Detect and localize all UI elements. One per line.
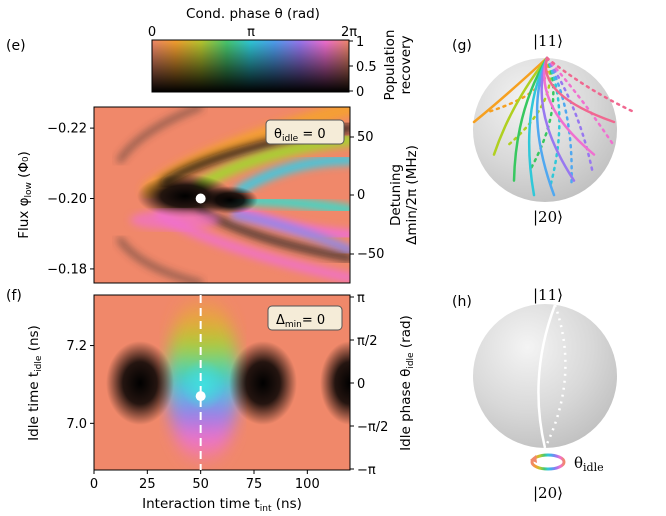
y-tick-label-e: −0.22 — [47, 122, 87, 137]
y-axis-f: 7.2 7.0 — [66, 339, 94, 432]
ket-bottom-g: |20⟩ — [533, 208, 563, 226]
right-tick-f: −π/2 — [357, 420, 388, 435]
annotation-e-main: θ — [274, 127, 282, 142]
trajectory-front — [492, 56, 549, 156]
panel-label-e: (e) — [6, 38, 26, 54]
heatmap-f: Δmin= 0 7.2 7.0 0 25 50 75 100 π π/2 0 −π/2 −… — [26, 291, 416, 514]
trajectory-back — [545, 56, 636, 114]
right-axis-label-f: Idle phase θidle (rad) — [398, 315, 416, 451]
right-tick-f: π/2 — [357, 334, 377, 349]
svg-text:θidle = 0: θidle = 0 — [274, 127, 326, 144]
x-tick-label-f: 25 — [139, 477, 156, 492]
right-axis-f: π π/2 0 −π/2 −π — [350, 291, 388, 478]
colorbar-x-tick: 2π — [341, 25, 357, 40]
right-axis-label-e: Δmin/2π (MHz) — [404, 145, 420, 245]
x-axis-f: 0 25 50 75 100 — [90, 470, 320, 492]
annotation-f-rest: = 0 — [302, 313, 325, 328]
y-axis-label-e: Flux φlow (Φ₀) — [16, 151, 34, 239]
colorbar-y-label: Population — [382, 30, 398, 101]
ket-top-h: |11⟩ — [533, 286, 563, 304]
right-tick-e: 50 — [357, 130, 374, 145]
x-tick-label-f: 0 — [90, 477, 98, 492]
right-tick-f: 0 — [357, 377, 365, 392]
trajectory-front — [512, 56, 549, 182]
colorbar-y-tick: 1 — [356, 35, 364, 50]
trajectory-front — [544, 56, 616, 124]
colorbar-y-label: recovery — [398, 35, 414, 94]
colorbar-y-tick: 0 — [356, 85, 364, 100]
annotation-f-sub: min — [285, 320, 302, 330]
colorbar-shade — [152, 40, 349, 92]
trajectory-back — [545, 56, 573, 187]
bloch-sphere-g: |11⟩ |20⟩ — [472, 32, 636, 226]
marker-point-e — [195, 193, 206, 204]
colorbar: Cond. phase θ (rad) 0 π 2π 1 0.5 0 Popul… — [148, 6, 414, 100]
trajectory-back — [545, 56, 594, 172]
right-axis-label-e: Detuning — [388, 164, 404, 226]
annotation-e-rest: = 0 — [298, 127, 325, 142]
right-axis-e: 50 0 −50 — [350, 130, 384, 262]
sphere-h — [473, 304, 617, 448]
x-tick-label-f: 50 — [192, 477, 209, 492]
right-tick-f: π — [357, 291, 365, 306]
x-axis-label-f: Interaction time tint (ns) — [142, 496, 302, 514]
y-tick-label-e: −0.18 — [47, 262, 87, 277]
x-tick-label-f: 75 — [246, 477, 263, 492]
idle-phase-ring-icon — [530, 453, 566, 471]
y-axis-label-f: Idle time tidle (ns) — [26, 325, 44, 441]
ket-top-g: |11⟩ — [533, 32, 563, 50]
trajectory-back — [545, 56, 561, 187]
annotation-f-main: Δ — [276, 313, 285, 328]
trajectory-back — [545, 56, 615, 146]
x-tick-label-f: 100 — [295, 477, 320, 492]
panel-label-h: (h) — [452, 294, 472, 310]
meridian-front-h — [537, 304, 557, 449]
colorbar-title: Cond. phase θ (rad) — [186, 6, 320, 22]
panel-label-f: (f) — [6, 288, 22, 304]
annotation-e: θidle = 0 — [265, 119, 345, 145]
sphere-g — [473, 58, 617, 202]
y-tick-label-f: 7.2 — [66, 339, 87, 354]
panel-label-g: (g) — [452, 38, 472, 54]
svg-text:Δmin= 0: Δmin= 0 — [276, 313, 325, 330]
right-tick-f: −π — [357, 463, 376, 478]
marker-point-f — [195, 391, 206, 402]
right-tick-e: 0 — [357, 188, 365, 203]
ket-bottom-h: |20⟩ — [533, 484, 563, 502]
y-tick-label-e: −0.20 — [47, 192, 87, 207]
trajectory-front — [472, 56, 549, 124]
annotation-f: Δmin= 0 — [267, 305, 343, 331]
y-tick-label-f: 7.0 — [66, 417, 87, 432]
trajectories-g — [472, 56, 636, 197]
colorbar-x-tick: π — [247, 25, 255, 40]
colorbar-x-tick: 0 — [148, 25, 156, 40]
y-axis-e: −0.22 −0.20 −0.18 — [47, 122, 94, 277]
bloch-sphere-h: |11⟩ θidle |20⟩ — [473, 286, 617, 502]
idle-phase-label-h: θidle — [574, 454, 604, 474]
colorbar-y-tick: 0.5 — [356, 60, 377, 75]
annotation-e-sub: idle — [282, 134, 299, 144]
heatmap-e: θidle = 0 −0.22 −0.20 −0.18 50 0 −50 Detun… — [16, 106, 420, 284]
right-tick-e: −50 — [357, 247, 384, 262]
